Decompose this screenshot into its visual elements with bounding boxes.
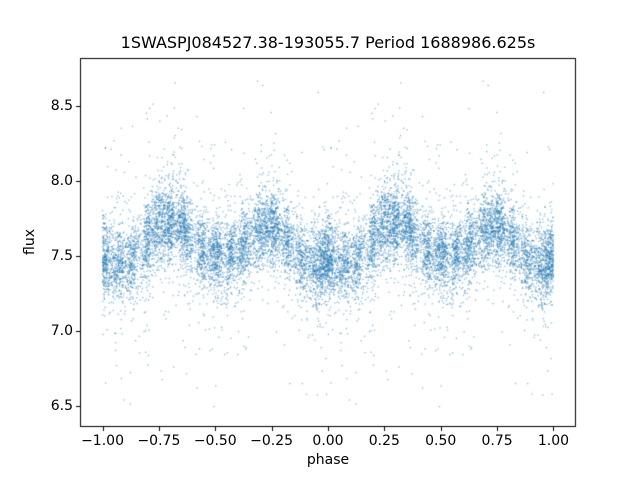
x-tick-label: −0.50 — [193, 433, 237, 449]
x-axis-label: phase — [306, 452, 350, 468]
x-tick-label: 0.75 — [481, 433, 513, 449]
x-tick-label: −0.25 — [250, 433, 294, 449]
x-tick-label: 1.00 — [537, 433, 570, 449]
x-tick-label: −1.00 — [81, 433, 124, 449]
x-tick-label: −0.75 — [137, 433, 181, 449]
x-tick-label: 0.25 — [368, 433, 400, 449]
chart-title: 1SWASPJ084527.38-193055.7 Period 1688986… — [120, 33, 536, 52]
x-tick-label: 0.50 — [425, 433, 457, 449]
y-tick-label: 6.5 — [50, 398, 73, 414]
y-axis-label: flux — [22, 229, 38, 255]
y-tick-label: 8.5 — [50, 98, 73, 114]
y-tick-label: 7.0 — [50, 323, 73, 339]
y-tick-label: 7.5 — [50, 248, 73, 264]
y-tick-label: 8.0 — [50, 173, 73, 189]
x-tick-label: 0.00 — [312, 433, 344, 449]
